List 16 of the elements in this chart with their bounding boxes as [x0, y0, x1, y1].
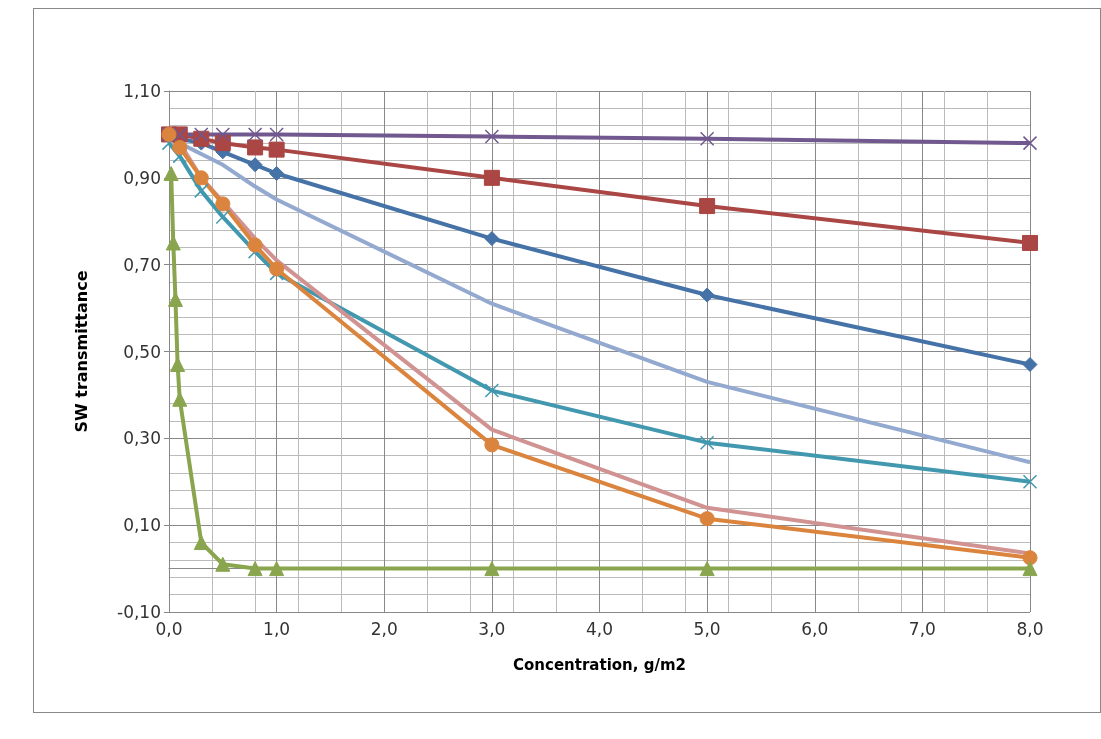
- x-tick-label: 4,0: [585, 618, 614, 639]
- y-tick-label: 1,10: [123, 81, 161, 101]
- y-tick-label: 0,50: [123, 341, 161, 362]
- x-tick-label: 5,0: [693, 618, 721, 639]
- x-tick-label: 1,0: [263, 618, 291, 639]
- x-tick-label: 2,0: [370, 618, 398, 639]
- y-tick-label: 0,10: [123, 515, 161, 536]
- x-tick-label: 8,0: [1016, 618, 1044, 639]
- y-tick-label: 0,30: [123, 428, 161, 449]
- x-axis-title: Concentration, g/m2: [513, 655, 686, 674]
- y-axis-title: SW transmittance: [71, 270, 91, 433]
- y-tick-label: 0,70: [123, 254, 161, 275]
- y-tick-label: 0,90: [123, 167, 161, 188]
- x-tick-label: 7,0: [908, 618, 936, 639]
- x-tick-label: 3,0: [478, 618, 506, 639]
- x-tick-label: 6,0: [801, 618, 829, 639]
